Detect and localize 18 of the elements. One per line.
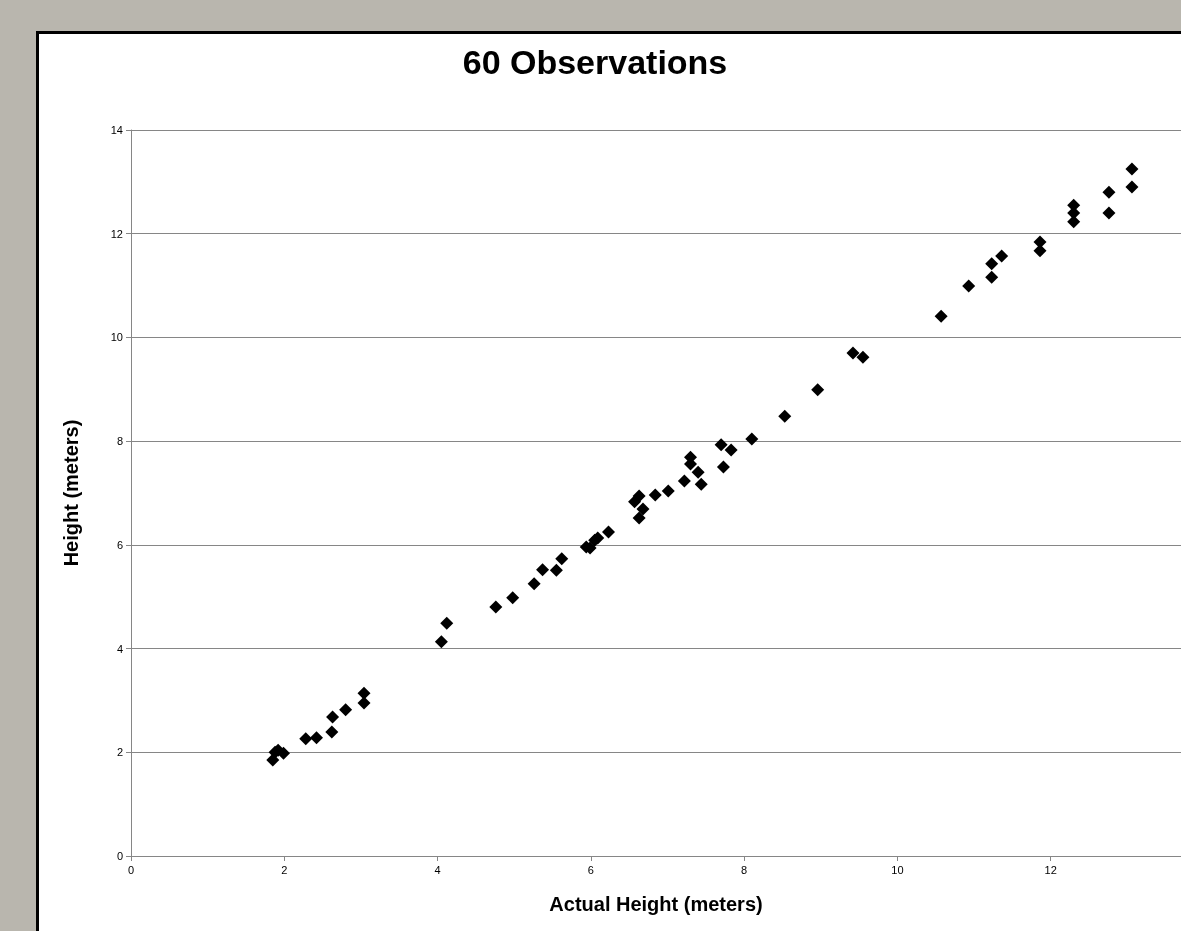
chart-title: 60 Observations (462, 43, 728, 81)
y-tick-label: 10 (110, 331, 123, 344)
x-tick-label: 8 (741, 863, 748, 876)
x-tick-label: 2 (281, 863, 288, 876)
x-tick-label: 4 (434, 863, 441, 876)
y-tick-label: 4 (116, 642, 123, 655)
y-axis-title: Height (meters) (60, 419, 82, 567)
y-tick-label: 6 (116, 538, 123, 551)
x-tick-label: 0 (127, 863, 135, 876)
x-tick-label: 6 (587, 863, 594, 876)
x-tick-label: 10 (891, 863, 904, 876)
y-tick-label: 0 (116, 850, 123, 862)
y-tick-label: 12 (110, 227, 123, 240)
y-tick-label: 8 (116, 435, 123, 448)
y-tick-label: 14 (110, 124, 123, 136)
y-tick-label: 2 (116, 746, 123, 759)
x-tick-label: 12 (1044, 863, 1057, 876)
x-axis-title: Actual Height (meters) (549, 893, 763, 915)
